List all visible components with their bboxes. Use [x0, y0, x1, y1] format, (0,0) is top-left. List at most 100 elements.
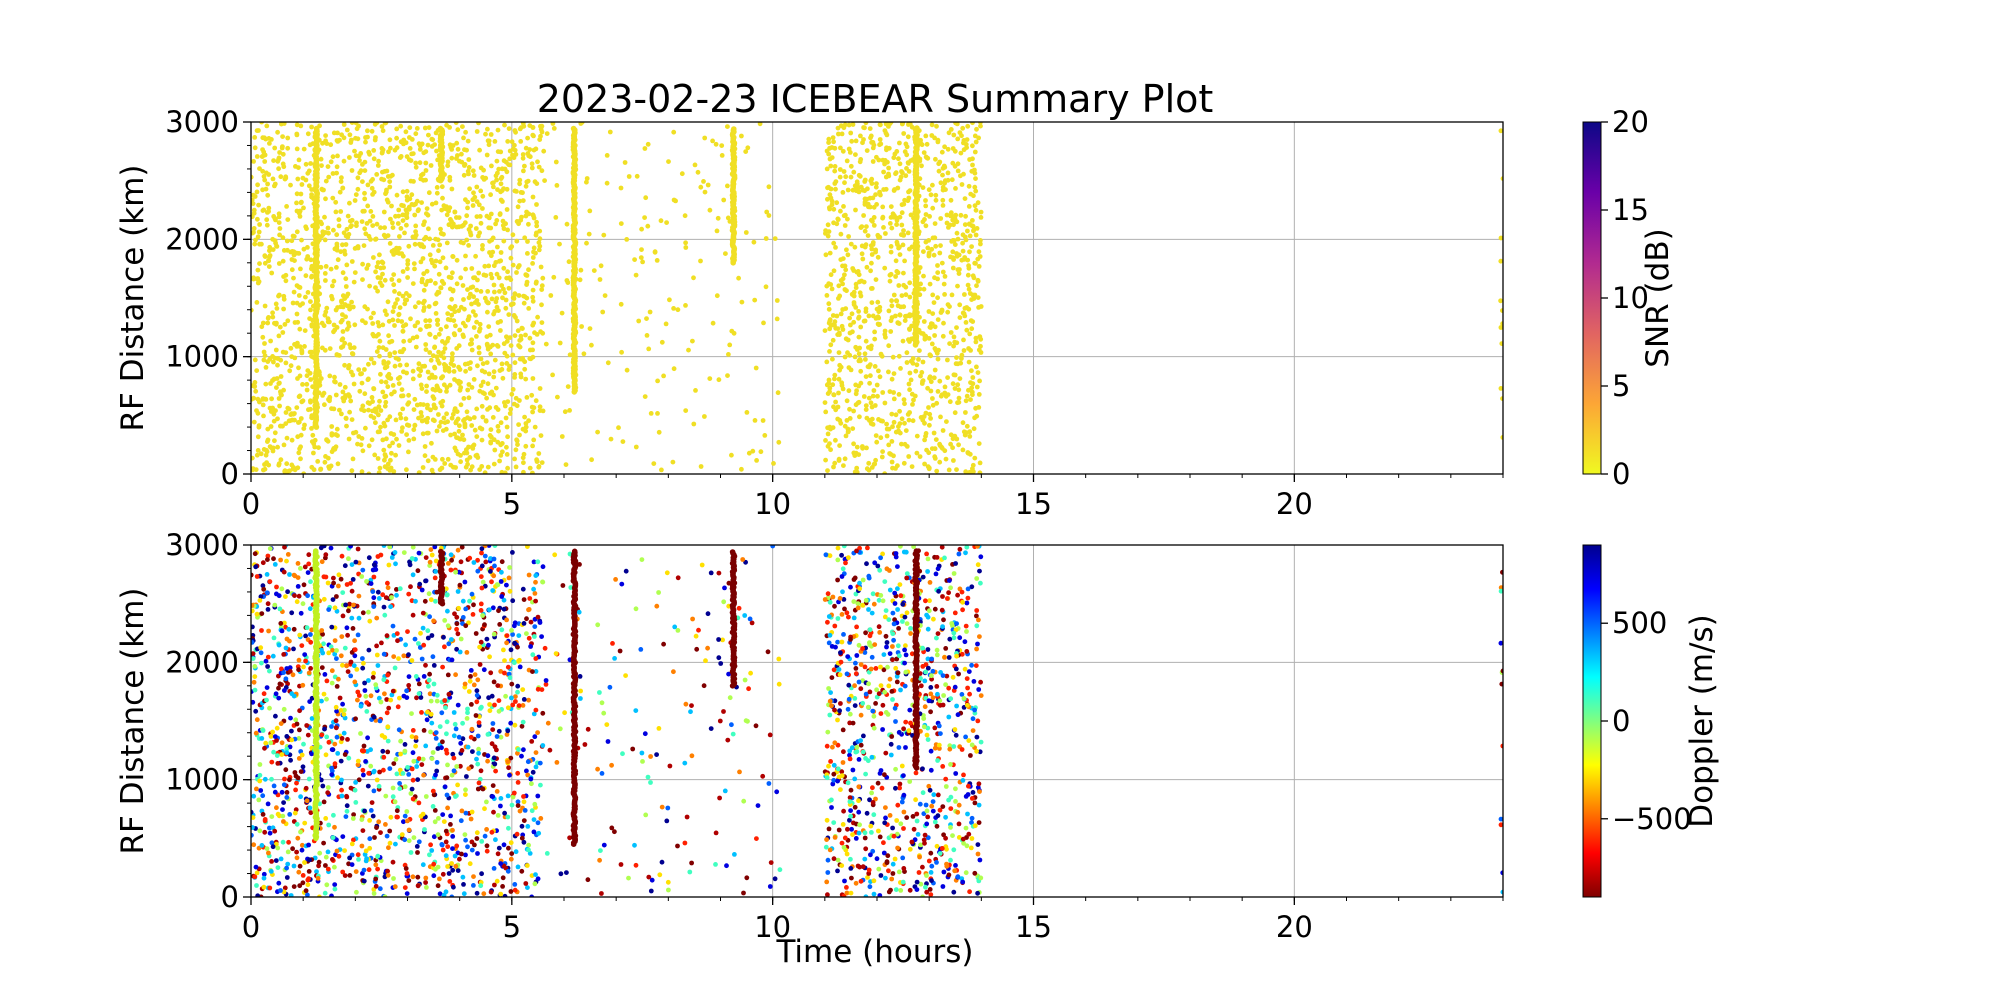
scatter-point — [260, 168, 266, 174]
scatter-point — [891, 396, 897, 402]
scatter-point — [411, 835, 417, 840]
scatter-point — [291, 275, 296, 281]
scatter-point — [470, 749, 475, 754]
scatter-point — [531, 405, 537, 411]
scatter-point — [271, 783, 277, 789]
scatter-point — [253, 708, 259, 714]
scatter-point — [952, 410, 958, 416]
scatter-point — [409, 192, 415, 198]
scatter-point — [480, 246, 485, 252]
scatter-point — [373, 236, 379, 242]
scatter-point — [869, 300, 875, 305]
scatter-point — [286, 839, 291, 845]
scatter-point — [899, 293, 905, 298]
scatter-point — [407, 146, 413, 151]
scatter-point — [487, 405, 493, 411]
scatter-point — [330, 171, 336, 176]
scatter-point — [477, 147, 482, 153]
scatter-point — [551, 274, 557, 280]
scatter-point — [514, 270, 519, 275]
scatter-point — [840, 276, 846, 282]
scatter-point — [519, 214, 524, 220]
scatter-point — [294, 191, 300, 197]
scatter-point — [884, 421, 889, 427]
scatter-point — [428, 357, 434, 363]
scatter-point — [281, 442, 287, 448]
scatter-point — [951, 222, 956, 228]
scatter-point — [901, 228, 906, 234]
scatter-point — [380, 322, 386, 328]
scatter-point — [966, 204, 972, 209]
scatter-point — [421, 642, 427, 648]
scatter-point — [566, 259, 572, 265]
scatter-point — [942, 144, 947, 150]
scatter-point — [360, 403, 366, 409]
scatter-point — [260, 334, 266, 340]
scatter-point — [253, 864, 259, 870]
scatter-point — [263, 136, 269, 142]
scatter-point — [398, 139, 404, 145]
scatter-point — [501, 186, 506, 192]
scatter-point — [854, 444, 860, 450]
scatter-point — [969, 389, 975, 395]
scatter-point — [909, 391, 915, 397]
scatter-point — [388, 431, 394, 436]
scatter-point — [951, 372, 957, 378]
colorbar-label: SNR (dB) — [1640, 228, 1676, 367]
scatter-point — [386, 318, 392, 324]
scatter-point — [492, 309, 498, 314]
scatter-point — [423, 880, 428, 885]
scatter-point — [477, 662, 483, 667]
scatter-point — [264, 123, 270, 129]
scatter-point — [432, 387, 438, 393]
scatter-point — [515, 770, 521, 776]
scatter-point — [864, 264, 870, 270]
scatter-point — [316, 445, 321, 450]
scatter-point — [389, 450, 394, 456]
x-tick-label: 0 — [242, 487, 260, 521]
scatter-point — [863, 338, 869, 344]
scatter-point — [342, 645, 348, 651]
scatter-point — [449, 186, 455, 192]
scatter-point — [422, 453, 428, 459]
scatter-point — [351, 430, 356, 436]
scatter-point — [261, 349, 267, 355]
scatter-point — [934, 468, 940, 474]
scatter-point — [287, 418, 293, 424]
scatter-point — [498, 176, 504, 182]
scatter-point — [513, 395, 519, 401]
scatter-point — [306, 183, 312, 189]
scatter-point — [523, 332, 528, 338]
scatter-point — [400, 406, 406, 412]
scatter-point — [514, 219, 520, 224]
scatter-point — [298, 794, 303, 800]
scatter-point — [825, 443, 831, 449]
scatter-point — [303, 294, 308, 300]
scatter-point — [947, 399, 953, 405]
scatter-point — [383, 822, 388, 827]
scatter-point — [905, 230, 911, 236]
scatter-point — [973, 188, 979, 194]
scatter-point — [923, 239, 929, 245]
scatter-point — [828, 186, 834, 192]
scatter-point — [469, 385, 475, 390]
scatter-point — [334, 325, 340, 330]
scatter-point — [656, 429, 662, 435]
scatter-point — [395, 318, 401, 324]
scatter-point — [397, 411, 403, 417]
scatter-point — [477, 644, 482, 650]
scatter-point — [343, 242, 349, 247]
scatter-point — [394, 135, 399, 141]
scatter-point — [939, 392, 945, 398]
scatter-point — [529, 781, 534, 787]
scatter-point — [837, 443, 842, 448]
scatter-point — [298, 610, 304, 616]
scatter-point — [848, 367, 854, 373]
scatter-point — [297, 632, 303, 638]
scatter-point — [283, 360, 289, 366]
scatter-point — [262, 177, 268, 183]
scatter-point — [921, 273, 926, 279]
scatter-point — [340, 304, 346, 310]
scatter-point — [381, 767, 386, 773]
scatter-point — [261, 691, 267, 697]
